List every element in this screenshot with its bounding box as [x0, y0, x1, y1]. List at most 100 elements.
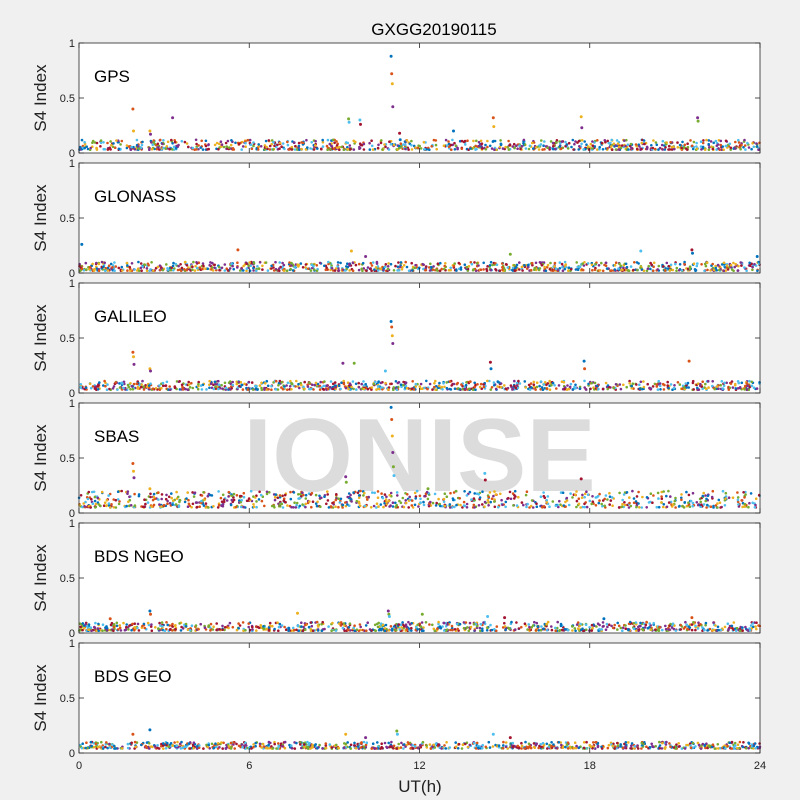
data-point	[217, 503, 221, 507]
data-point	[274, 493, 278, 496]
data-point	[399, 261, 403, 264]
data-point	[580, 139, 584, 142]
data-point	[99, 145, 102, 148]
spike-point	[344, 475, 348, 479]
data-point	[262, 627, 266, 630]
data-point	[540, 139, 543, 142]
data-point	[569, 492, 572, 495]
data-point	[338, 145, 341, 149]
data-point	[594, 504, 598, 507]
data-point	[585, 505, 589, 509]
data-point	[429, 265, 433, 269]
data-point	[702, 139, 705, 142]
data-point	[219, 140, 223, 143]
data-point	[469, 261, 473, 264]
data-point	[457, 261, 461, 265]
data-point	[329, 380, 333, 383]
data-point	[385, 495, 388, 499]
data-point	[490, 147, 494, 150]
data-point	[375, 388, 378, 391]
data-point	[643, 142, 646, 146]
data-point	[423, 147, 426, 151]
data-point	[113, 146, 117, 149]
data-point	[641, 628, 644, 631]
data-point	[133, 268, 136, 271]
data-point	[459, 268, 463, 271]
data-point	[407, 269, 411, 273]
data-point	[293, 747, 297, 750]
data-point	[98, 381, 101, 384]
data-point	[188, 386, 192, 389]
data-point	[450, 624, 454, 628]
data-point	[232, 498, 236, 502]
data-point	[193, 269, 197, 272]
data-point	[140, 143, 144, 147]
data-point	[297, 144, 301, 148]
data-point	[200, 499, 203, 503]
data-point	[489, 500, 493, 504]
data-point	[546, 146, 549, 149]
data-point	[649, 267, 652, 271]
data-point	[473, 261, 476, 264]
data-point	[371, 148, 375, 151]
data-point	[90, 629, 93, 633]
data-point	[414, 497, 418, 500]
data-point	[398, 628, 402, 631]
data-point	[362, 148, 366, 151]
data-point	[494, 387, 498, 391]
data-point	[469, 147, 472, 150]
data-point	[215, 141, 219, 145]
data-point	[468, 621, 472, 625]
data-point	[165, 493, 168, 497]
data-point	[272, 504, 276, 508]
data-point	[309, 147, 312, 150]
data-point	[195, 142, 198, 146]
data-point	[601, 269, 605, 273]
data-point	[533, 620, 536, 624]
data-point	[201, 148, 205, 151]
data-point	[369, 506, 373, 509]
spike-series	[148, 129, 152, 136]
data-point	[628, 620, 632, 624]
data-point	[281, 261, 284, 265]
data-point	[627, 628, 630, 632]
data-point	[96, 627, 100, 630]
data-point	[422, 503, 426, 507]
data-point	[280, 624, 284, 627]
spike-point	[420, 612, 424, 616]
data-point	[97, 383, 100, 387]
data-point	[710, 495, 714, 499]
data-point	[528, 144, 532, 148]
data-point	[154, 626, 157, 629]
data-point	[610, 496, 614, 499]
data-point	[621, 502, 624, 506]
data-point	[482, 261, 486, 265]
data-point	[500, 498, 503, 502]
data-point	[357, 385, 361, 389]
data-point	[639, 266, 642, 270]
data-point	[80, 746, 84, 750]
data-point	[176, 495, 180, 499]
data-point	[278, 141, 282, 145]
data-point	[508, 143, 512, 147]
data-point	[720, 380, 724, 383]
data-point	[321, 620, 325, 624]
data-point	[621, 268, 624, 272]
data-point	[80, 138, 84, 142]
data-point	[714, 264, 717, 268]
data-point	[170, 138, 173, 142]
data-point	[314, 381, 318, 385]
data-point	[324, 268, 328, 272]
data-point	[370, 144, 374, 148]
data-point	[661, 505, 665, 509]
data-point	[173, 140, 177, 144]
data-point	[743, 138, 746, 142]
data-point	[402, 264, 406, 267]
data-point	[540, 386, 544, 389]
data-point	[706, 268, 709, 272]
data-point	[673, 147, 676, 151]
data-point	[129, 148, 133, 151]
data-point	[164, 497, 168, 501]
data-point	[503, 621, 506, 625]
data-point	[507, 627, 511, 630]
